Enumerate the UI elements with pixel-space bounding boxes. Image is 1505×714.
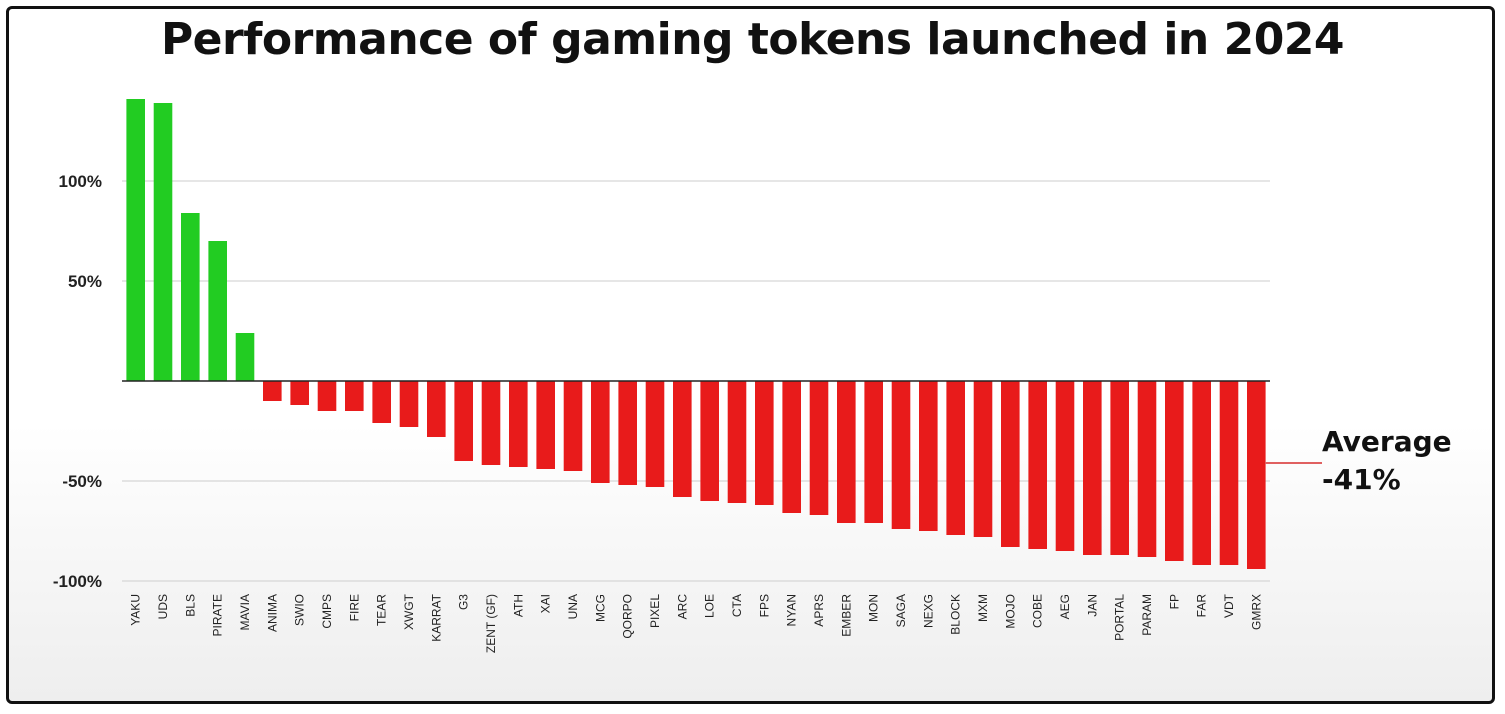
x-tick-label: KARRAT <box>429 593 443 641</box>
bar-tear <box>372 381 391 423</box>
x-tick-label: MON <box>867 594 881 622</box>
bar-cobe <box>1028 381 1047 549</box>
x-tick-label: ATH <box>511 594 525 617</box>
y-axis-ticks: 100% 50% -50% -100% <box>53 172 102 591</box>
bar-bls <box>181 213 200 381</box>
x-tick-label: PORTAL <box>1113 594 1127 641</box>
chart-title: Performance of gaming tokens launched in… <box>160 14 1345 65</box>
x-tick-label: FIRE <box>347 594 361 621</box>
bar-mavia <box>235 333 255 381</box>
bar-cta <box>727 381 747 503</box>
bars <box>126 99 1266 569</box>
y-tick-label: 100% <box>59 172 102 191</box>
bar-swio <box>290 381 309 405</box>
x-tick-label: VDT <box>1222 593 1236 618</box>
bar-xwgt <box>399 381 419 427</box>
gridlines <box>122 180 1270 582</box>
bar-xai <box>536 381 555 469</box>
x-tick-label: ANIMA <box>265 594 279 632</box>
bar-vdt <box>1219 381 1239 565</box>
bar-cmps <box>317 381 337 411</box>
bar-uds <box>153 103 173 381</box>
x-tick-label: PARAM <box>1140 594 1154 636</box>
bar-portal <box>1110 381 1129 555</box>
bar-jan <box>1083 381 1102 555</box>
bar-g3 <box>454 381 473 461</box>
average-annotation: Average -41% <box>1322 423 1452 499</box>
bar-una <box>563 381 583 471</box>
x-axis-ticks: YAKU UDS BLS PIRATE MAVIA ANIMA SWIO CMPS FIRE TE… <box>129 593 1264 653</box>
x-tick-label: JAN <box>1085 594 1099 617</box>
x-tick-label: CMPS <box>320 594 334 629</box>
x-tick-label: COBE <box>1031 594 1045 628</box>
x-tick-label: APRS <box>812 594 826 627</box>
x-tick-label: ZENT (GF) <box>484 594 498 653</box>
x-tick-label: UNA <box>566 594 580 619</box>
x-tick-label: GMRX <box>1249 594 1263 630</box>
bar-fire <box>345 381 364 411</box>
bar-mxm <box>973 381 993 537</box>
bar-aeg <box>1055 381 1075 551</box>
x-tick-label: ARC <box>675 594 689 620</box>
x-tick-label: NEXG <box>921 594 935 628</box>
bar-aprs <box>809 381 829 515</box>
x-tick-label: FPS <box>757 594 771 617</box>
bar-saga <box>891 381 911 529</box>
y-tick-label: -100% <box>53 572 102 591</box>
average-value-text: -41% <box>1322 463 1401 496</box>
bar-fp <box>1165 381 1184 561</box>
x-tick-label: UDS <box>156 594 170 619</box>
bar-fps <box>755 381 774 505</box>
x-tick-label: YAKU <box>129 594 143 626</box>
x-tick-label: CTA <box>730 594 744 617</box>
y-tick-label: -50% <box>62 472 102 491</box>
bar-mojo <box>1001 381 1020 547</box>
x-tick-label: NYAN <box>785 594 799 626</box>
bar-block <box>946 381 965 535</box>
x-tick-label: G3 <box>457 594 471 610</box>
bar-qorpo <box>618 381 637 485</box>
bar-pixel <box>645 381 665 487</box>
x-tick-label: AEG <box>1058 594 1072 619</box>
bar-param <box>1137 381 1157 557</box>
x-tick-label: LOE <box>703 594 717 618</box>
x-tick-label: BLOCK <box>949 594 963 635</box>
x-tick-label: MCG <box>593 594 607 622</box>
bar-zent-gf- <box>481 381 501 465</box>
x-tick-label: TEAR <box>375 594 389 626</box>
y-tick-label: 50% <box>68 272 102 291</box>
x-tick-label: EMBER <box>839 594 853 637</box>
bar-mon <box>864 381 883 523</box>
average-label-text: Average <box>1322 425 1452 458</box>
x-tick-label: SWIO <box>293 594 307 626</box>
bar-anima <box>263 381 282 401</box>
bar-mcg <box>591 381 610 483</box>
x-tick-label: FP <box>1167 594 1181 609</box>
x-tick-label: QORPO <box>621 594 635 639</box>
x-tick-label: SAGA <box>894 594 908 627</box>
bar-ath <box>509 381 528 467</box>
bar-yaku <box>126 99 145 381</box>
bar-loe <box>700 381 719 501</box>
x-tick-label: XWGT <box>402 593 416 630</box>
bar-nyan <box>782 381 801 513</box>
bar-arc <box>673 381 692 497</box>
bar-pirate <box>208 241 227 381</box>
bar-ember <box>837 381 856 523</box>
bar-karrat <box>427 381 446 437</box>
x-tick-label: XAI <box>539 594 553 613</box>
x-tick-label: PIRATE <box>211 594 225 636</box>
bar-far <box>1192 381 1211 565</box>
bar-gmrx <box>1247 381 1266 569</box>
bar-nexg <box>919 381 938 531</box>
x-tick-label: BLS <box>183 594 197 617</box>
x-tick-label: FAR <box>1195 594 1209 618</box>
x-tick-label: MOJO <box>1003 594 1017 629</box>
x-tick-label: MAVIA <box>238 594 252 630</box>
x-tick-label: MXM <box>976 594 990 622</box>
x-tick-label: PIXEL <box>648 594 662 628</box>
